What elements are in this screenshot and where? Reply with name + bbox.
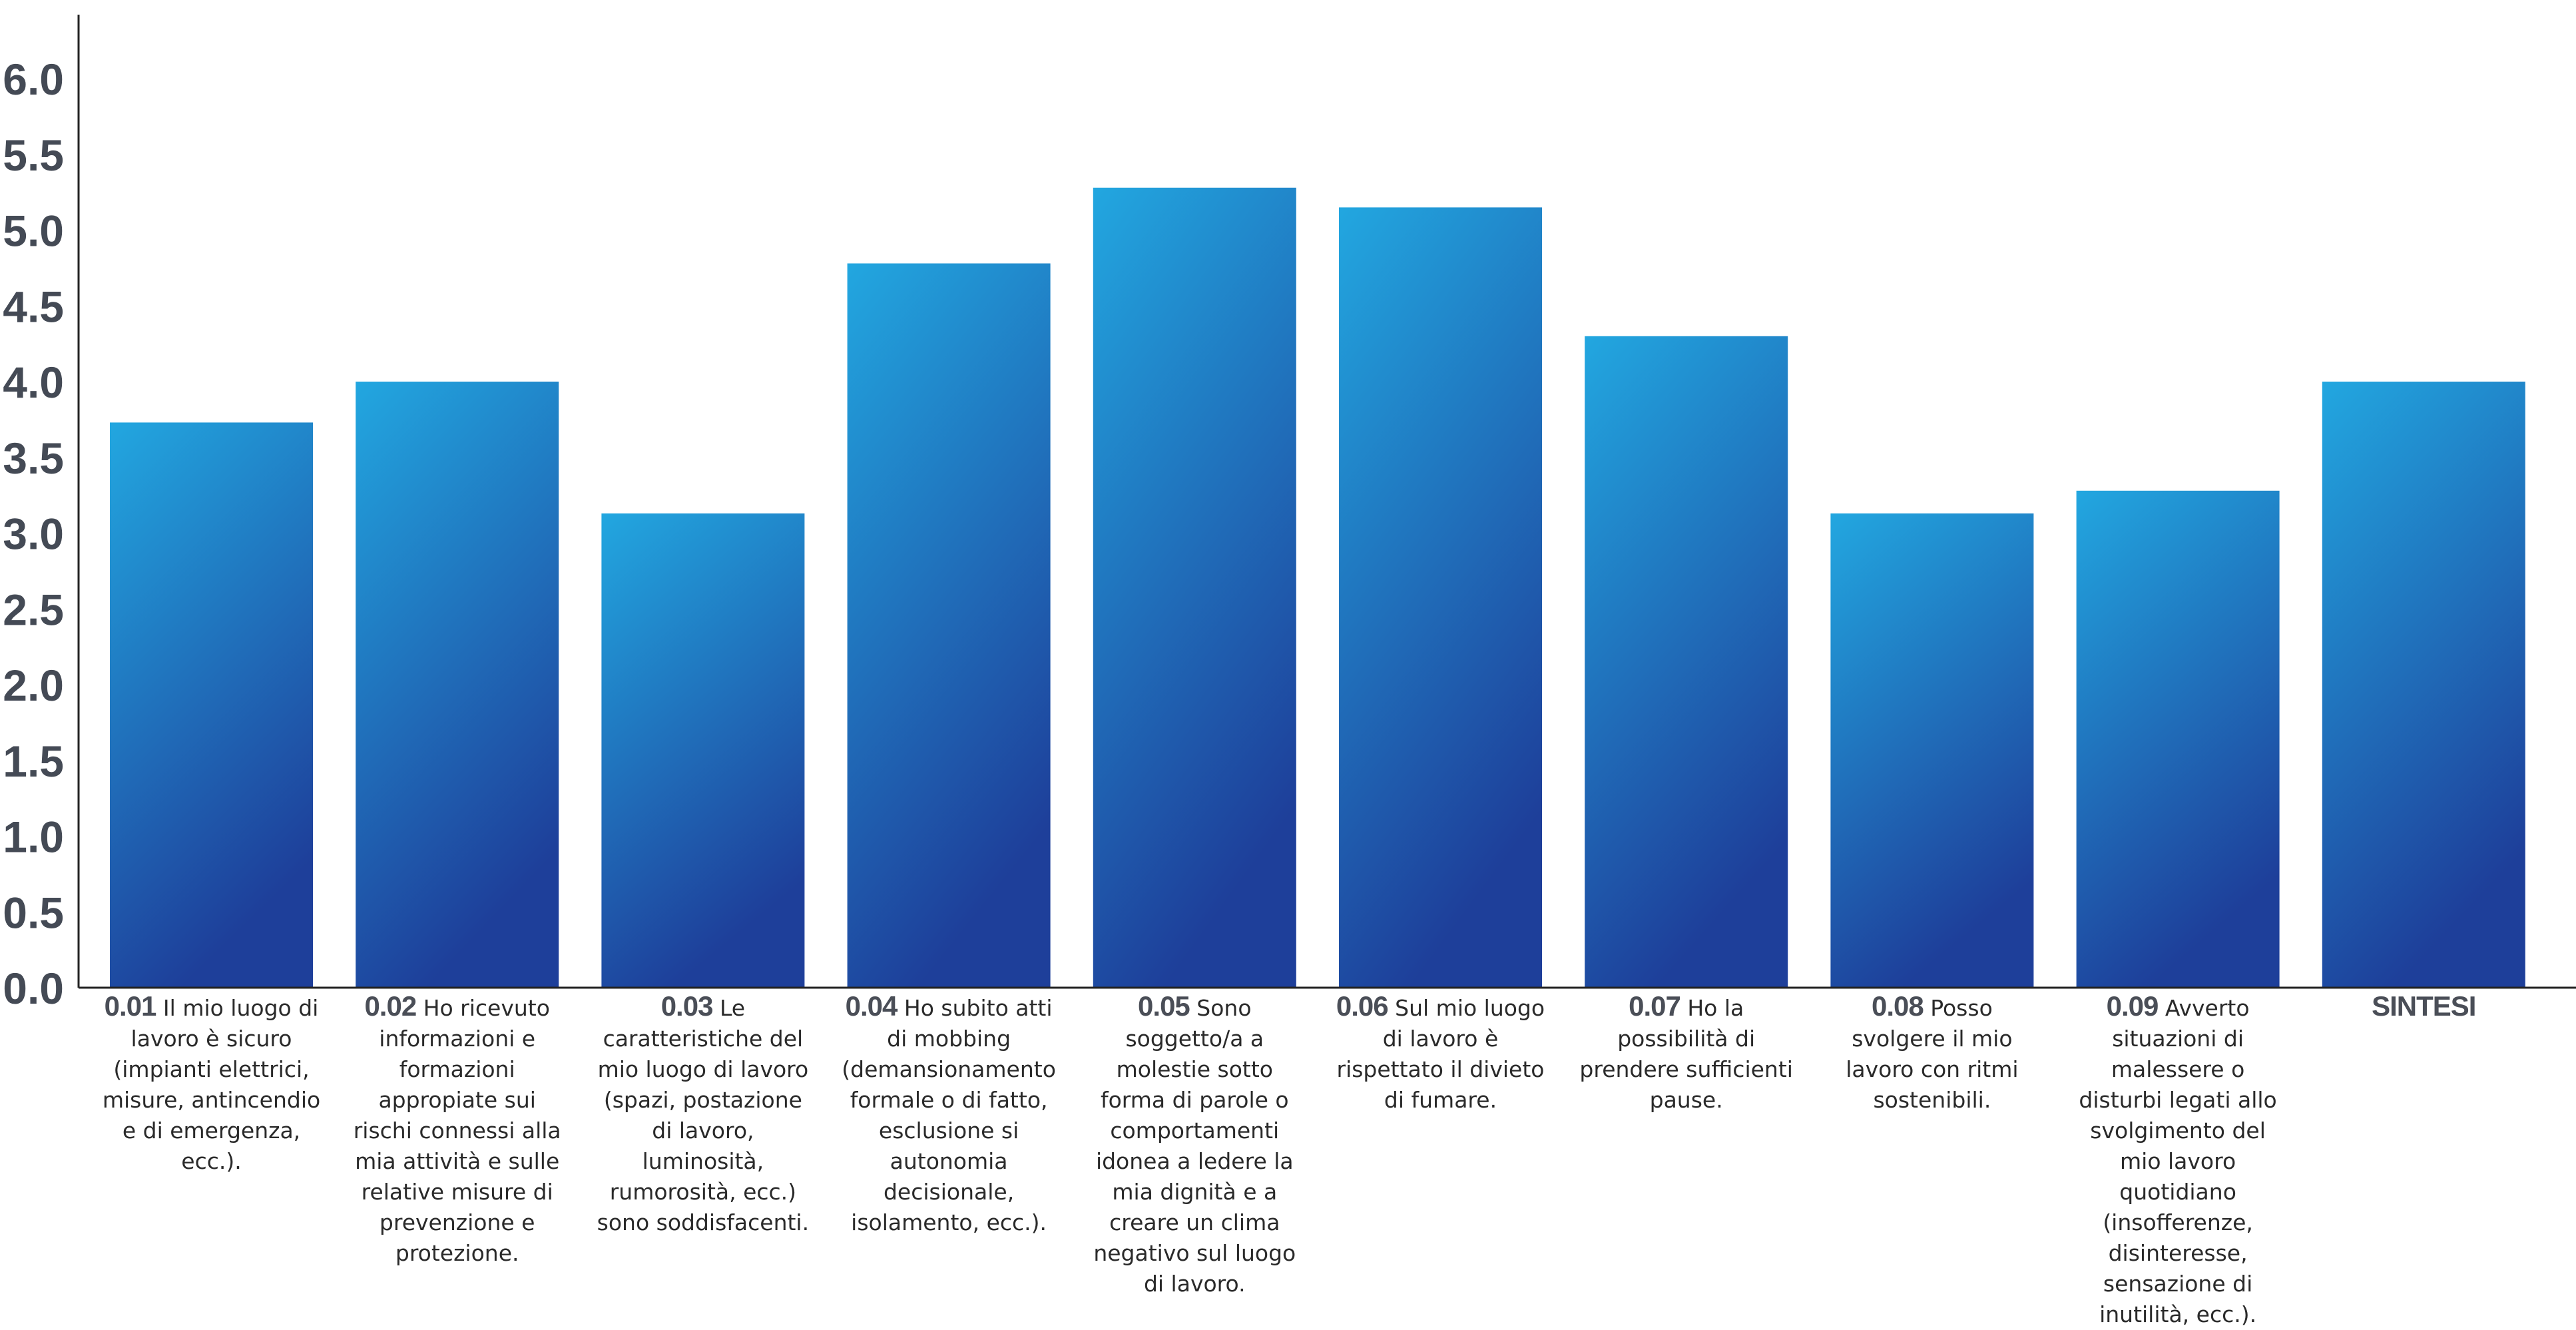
category-text: Ho la possibilità di prendere sufficient… [1579,995,1793,1113]
category-text: Ho subito atti di mobbing (demansionamen… [842,995,1056,1235]
category-label: 0.09 Avverto situazioni di malessere o d… [2068,991,2288,1330]
category-label: 0.01 Il mio luogo di lavoro è sicuro (im… [102,991,322,1177]
category-code: 0.04 [845,990,898,1022]
category-label: SINTESI [2314,991,2533,1024]
category-text: Sono soggetto/a a molestie sotto forma d… [1093,995,1296,1297]
category-code: 0.06 [1336,990,1389,1022]
category-text: Il mio luogo di lavoro è sicuro (impiant… [102,995,321,1174]
category-code: 0.02 [364,990,417,1022]
bar-0.07 [1585,336,1788,988]
category-code: 0.03 [660,990,714,1022]
y-tick-label: 2.5 [3,585,64,634]
bar-0.04 [847,263,1051,988]
category-text: Avverto situazioni di malessere o distur… [2079,995,2277,1327]
category-code: 0.07 [1629,990,1681,1022]
category-code: 0.08 [1872,990,1924,1022]
category-label: 0.06 Sul mio luogo di lavoro è rispettat… [1331,991,1551,1116]
category-text: Le caratteristiche del mio luogo di lavo… [597,995,810,1235]
category-code: 0.05 [1138,990,1190,1022]
bar-0.06 [1339,207,1542,988]
y-tick-label: 0.5 [3,888,64,937]
category-label: 0.03 Le caratteristiche del mio luogo di… [593,991,813,1238]
category-code: SINTESI [2372,990,2476,1022]
category-code: 0.01 [104,990,157,1022]
category-label: 0.02 Ho ricevuto informazioni e formazio… [348,991,567,1269]
bar-0.03 [601,513,805,988]
category-text: Ho ricevuto informazioni e formazioni ap… [353,995,561,1266]
bar-0.05 [1093,187,1296,988]
category-code: 0.09 [2106,990,2159,1022]
bar-0.01 [110,422,313,988]
y-tick-label: 2.0 [3,661,64,710]
category-label: 0.07 Ho la possibilità di prendere suffi… [1577,991,1796,1116]
category-text: Sul mio luogo di lavoro è rispettato il … [1336,995,1545,1113]
y-tick-label: 1.5 [3,737,64,786]
category-label: 0.04 Ho subito atti di mobbing (demansio… [839,991,1059,1238]
y-tick-label: 6.0 [3,55,64,104]
bar-0.02 [356,382,559,988]
y-tick-label: 5.0 [3,206,64,256]
bar-0.09 [2076,490,2280,988]
category-text: Posso svolgere il mio lavoro con ritmi s… [1846,995,2019,1113]
y-tick-label: 4.0 [3,358,64,407]
bars-group [110,187,2525,988]
y-tick-label: 3.0 [3,509,64,559]
category-label: 0.08 Posso svolgere il mio lavoro con ri… [1822,991,2042,1116]
bar-0.08 [1830,513,2034,988]
y-tick-label: 4.5 [3,282,64,331]
y-tick-label: 3.5 [3,434,64,483]
y-axis-ticks: 0.0 0.5 1.0 1.5 2.0 2.5 3.0 3.5 4.0 4.5 5.0 5.5 6.0 [3,55,64,1013]
y-tick-label: 1.0 [3,813,64,862]
y-tick-label: 0.0 [3,964,64,1013]
bar-SINTESI [2322,382,2525,988]
y-tick-label: 5.5 [3,131,64,180]
category-label: 0.05 Sono soggetto/a a molestie sotto fo… [1085,991,1304,1299]
